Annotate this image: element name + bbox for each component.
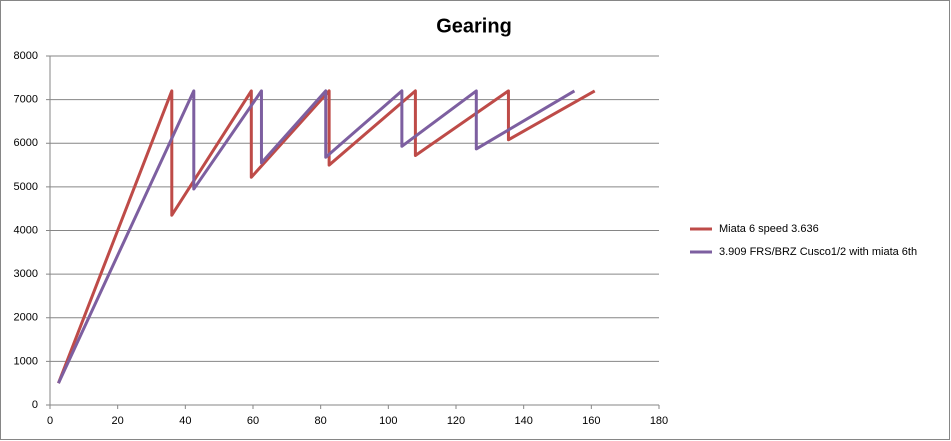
x-tick-label: 160 (582, 415, 600, 427)
legend-label: 3.909 FRS/BRZ Cusco1/2 with miata 6th (719, 246, 917, 258)
x-tick-label: 60 (247, 415, 259, 427)
y-tick-label: 4000 (14, 224, 38, 236)
x-tick-label: 0 (47, 415, 53, 427)
x-tick-label: 40 (179, 415, 191, 427)
x-tick-label: 80 (315, 415, 327, 427)
x-tick-label: 140 (514, 415, 532, 427)
y-tick-label: 7000 (14, 94, 38, 106)
y-tick-label: 2000 (14, 312, 38, 324)
y-tick-label: 8000 (14, 50, 38, 62)
x-tick-label: 180 (650, 415, 668, 427)
y-tick-label: 3000 (14, 268, 38, 280)
y-tick-label: 1000 (14, 355, 38, 367)
y-tick-label: 5000 (14, 181, 38, 193)
y-tick-label: 0 (32, 399, 38, 411)
chart-title: Gearing (436, 15, 512, 37)
x-tick-label: 100 (379, 415, 397, 427)
x-tick-label: 20 (112, 415, 124, 427)
series-line (57, 89, 596, 384)
y-tick-label: 6000 (14, 137, 38, 149)
series-line (57, 89, 576, 384)
x-tick-label: 120 (447, 415, 465, 427)
legend-label: Miata 6 speed 3.636 (719, 223, 819, 235)
